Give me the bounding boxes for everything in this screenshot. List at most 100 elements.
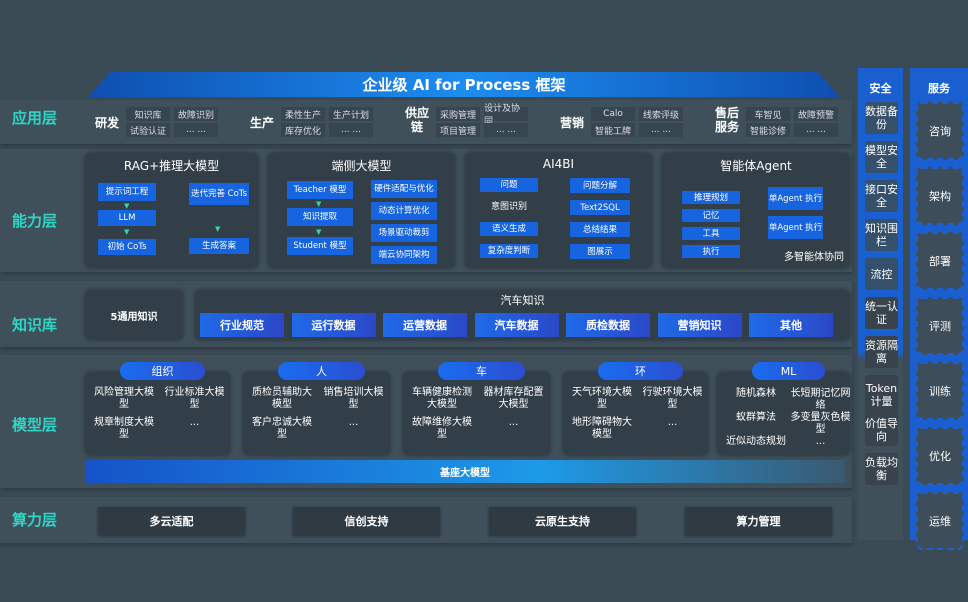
app-item: 采购管理 <box>436 107 480 121</box>
ai4bi-right-item: 图展示 <box>570 244 630 259</box>
ai4bi-left-item: 意图识别 <box>490 202 527 212</box>
model-category-pill: ML <box>752 362 825 380</box>
rag-refine: 迭代完善 CoTs <box>189 183 249 205</box>
app-item: ... ... <box>329 123 373 137</box>
app-item: 知识库 <box>126 107 170 121</box>
app-item: 智能诊修 <box>746 123 790 137</box>
security-item: 价值导向 <box>865 414 898 446</box>
model-item: 器材库存配置大模型 <box>483 387 544 410</box>
model-item: 行业标准大模型 <box>164 387 225 410</box>
security-item: 接口安全 <box>865 180 898 212</box>
app-group-label: 研发 <box>95 116 120 130</box>
ai4bi-left-item: 问题 <box>480 178 538 192</box>
ai4bi-right-item: Text2SQL <box>570 200 630 215</box>
model-item: ... <box>508 417 519 428</box>
agent-panel: 智能体Agent 多智能体协同 推理规划 记忆 工具 执行 单Agent 执行 单Agen… <box>662 153 850 268</box>
app-item: 智能工牌 <box>591 123 635 137</box>
service-item: 咨询 <box>916 102 964 160</box>
app-item: 库存优化 <box>281 123 325 137</box>
security-item: 统一认证 <box>865 297 898 329</box>
app-group-label: 售后服务 <box>715 106 740 134</box>
edge-feature: 场景驱动裁剪 <box>371 224 437 242</box>
ai4bi-right-item: 问题分解 <box>570 178 630 193</box>
model-item: ... <box>189 417 200 428</box>
model-panel <box>563 372 708 455</box>
service-item: 评测 <box>916 297 964 355</box>
security-item: 数据备份 <box>865 102 898 134</box>
model-item: 规章制度大模型 <box>94 417 154 440</box>
model-item: 近似动态规划 <box>726 436 786 447</box>
model-item: 多变量灰色模型 <box>790 412 851 435</box>
service-item: 运维 <box>916 492 964 550</box>
app-item: ... ... <box>174 123 218 137</box>
model-item: 蚁群算法 <box>736 412 776 423</box>
compute-item: 算力管理 <box>685 507 832 535</box>
model-item: 客户忠诚大模型 <box>252 417 312 440</box>
agent-executor: 单Agent 执行 <box>768 187 823 210</box>
rag-step: 提示词工程 <box>98 183 156 201</box>
knowledge-item: 营销知识 <box>657 313 742 337</box>
app-item: 项目管理 <box>436 123 480 137</box>
edge-step: Teacher 模型 <box>287 181 353 199</box>
service-item: 训练 <box>916 362 964 420</box>
service-item: 部署 <box>916 232 964 290</box>
agent-capability: 工具 <box>682 227 740 240</box>
ai4bi-left-item: 复杂度判断 <box>480 244 538 258</box>
app-item: 柔性生产 <box>281 107 325 121</box>
rag-answer: 生成答案 <box>189 238 249 254</box>
edge-feature: 端云协同架构 <box>371 246 437 264</box>
model-category-pill: 车 <box>438 362 525 380</box>
app-item: 生产计划 <box>329 107 373 121</box>
model-category-pill: 组织 <box>120 362 205 380</box>
agent-capability: 推理规划 <box>682 191 740 204</box>
model-category-pill: 人 <box>278 362 365 380</box>
security-title: 安全 <box>869 82 892 95</box>
arrow-down-icon: ▼ <box>316 200 322 208</box>
capability-layer-label: 能力层 <box>12 212 58 230</box>
model-panel <box>717 372 850 455</box>
model-item: 车辆健康检测大模型 <box>412 387 472 410</box>
compute-item: 云原生支持 <box>489 507 636 535</box>
framework-title: 企业级 AI for Process 框架 <box>88 72 840 97</box>
arrow-down-icon: ▼ <box>124 228 130 236</box>
rag-step: LLM <box>98 210 156 226</box>
ai4bi-left-item: 语义生成 <box>480 222 538 236</box>
knowledge-item: 运营数据 <box>383 313 467 337</box>
app-item: ... ... <box>639 123 683 137</box>
arrow-down-icon: ▼ <box>316 228 322 236</box>
model-panel <box>403 372 550 455</box>
model-item: ... <box>815 436 826 447</box>
compute-layer-label: 算力层 <box>12 511 58 529</box>
edge-panel: 端侧大模型 Teacher 模型 ▼ 知识提取 ▼ Student 模型 硬件适… <box>268 153 455 268</box>
ai4bi-panel: AI4BI 问题 意图识别 语义生成 复杂度判断 问题分解 Text2SQL 总结结果 图展示 <box>465 153 652 268</box>
rag-title: RAG+推理大模型 <box>123 159 220 173</box>
model-item: 故障维修大模型 <box>412 417 472 440</box>
knowledge-item: 质检数据 <box>566 313 650 337</box>
agent-title: 智能体Agent <box>720 159 792 173</box>
multi-agent-label: 多智能体协同 <box>784 252 844 263</box>
model-item: 销售培训大模型 <box>323 387 384 410</box>
model-item: 质检员辅助大模型 <box>252 387 312 410</box>
security-item: 模型安全 <box>865 141 898 173</box>
knowledge-item: 其他 <box>749 313 833 337</box>
rag-panel: RAG+推理大模型 提示词工程 ▼ LLM ▼ 初始 CoTs 迭代完善 CoT… <box>85 153 258 268</box>
model-panel <box>243 372 390 455</box>
app-group-label: 生产 <box>250 116 275 130</box>
security-item: 负载均衡 <box>865 453 898 485</box>
app-item: ... ... <box>484 123 528 137</box>
model-category-pill: 环 <box>598 362 683 380</box>
rag-step: 初始 CoTs <box>98 239 156 255</box>
knowledge-item: 汽车数据 <box>474 313 559 337</box>
app-item: 故障预警 <box>794 107 838 121</box>
security-item: 资源隔离 <box>865 336 898 368</box>
app-item: 设计及协同 <box>484 104 528 127</box>
service-item: 架构 <box>916 167 964 225</box>
model-item: ... <box>348 417 359 428</box>
general-knowledge: 5通用知识 <box>85 290 183 340</box>
auto-knowledge-title: 汽车知识 <box>500 294 545 307</box>
model-item: 行驶环境大模型 <box>642 387 703 410</box>
edge-step: 知识提取 <box>287 208 353 226</box>
app-item: 车智见 <box>746 107 790 121</box>
edge-feature: 硬件适配与优化 <box>371 180 437 198</box>
security-item: 知识围栏 <box>865 219 898 251</box>
